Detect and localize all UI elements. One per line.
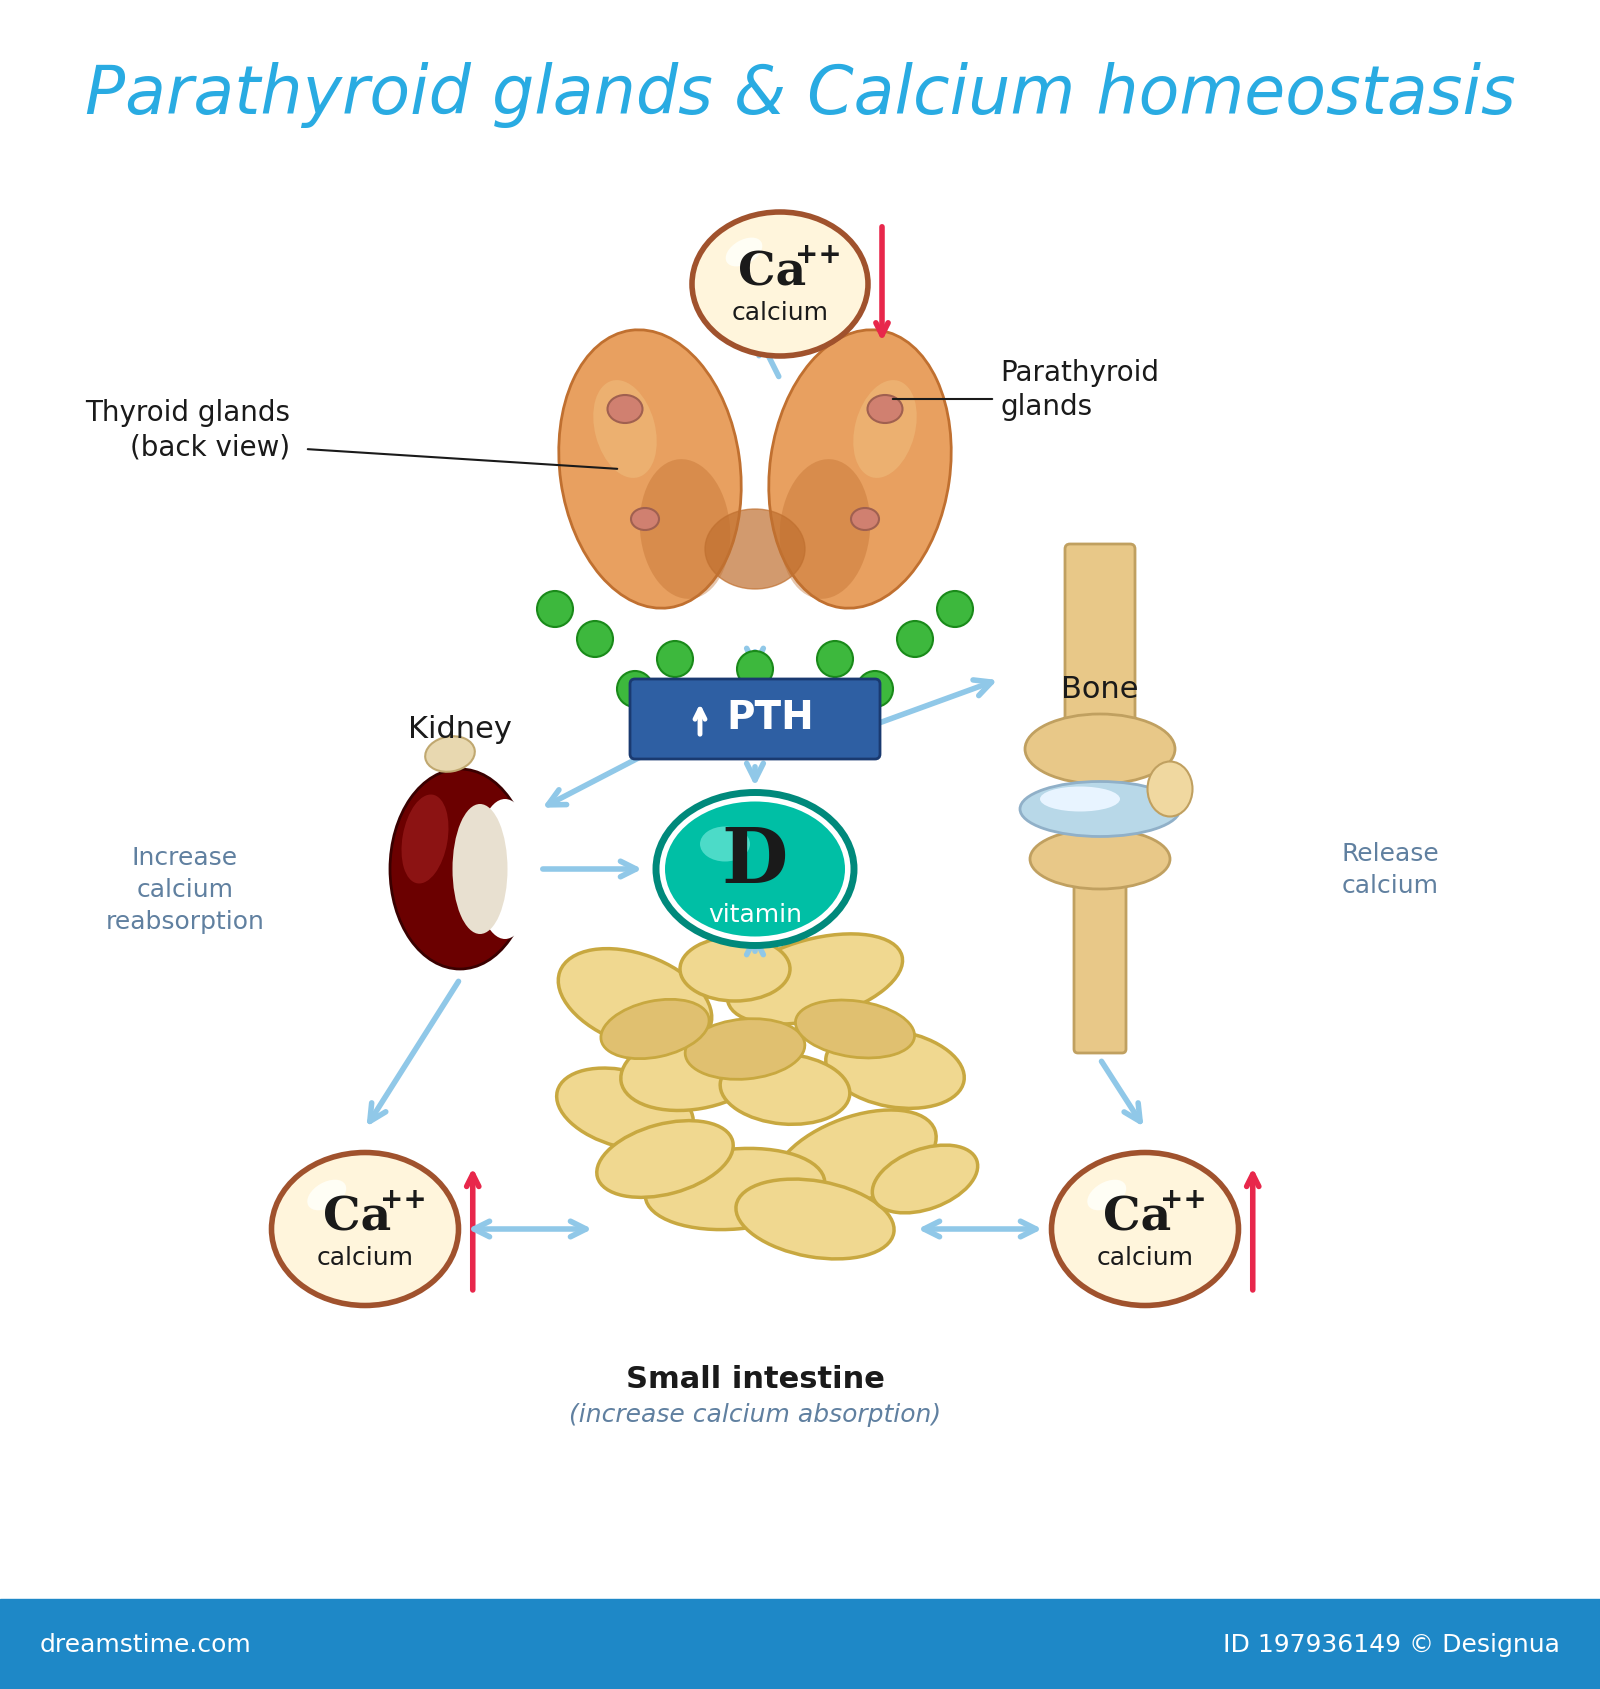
Circle shape [658,642,693,677]
Text: dreamstime.com: dreamstime.com [40,1632,251,1655]
Text: Increase
calcium
reabsorption: Increase calcium reabsorption [106,846,264,932]
Ellipse shape [867,395,902,424]
FancyBboxPatch shape [1074,826,1126,1054]
Text: ID 197936149 © Designua: ID 197936149 © Designua [1222,1632,1560,1655]
Ellipse shape [475,799,534,939]
Ellipse shape [706,510,805,589]
Text: Thyroid glands
(back view): Thyroid glands (back view) [85,399,290,461]
Circle shape [618,672,653,708]
Ellipse shape [851,508,878,530]
Ellipse shape [720,1054,850,1125]
Ellipse shape [645,1149,824,1230]
Ellipse shape [1021,782,1181,838]
Ellipse shape [594,380,656,478]
Ellipse shape [1040,787,1120,812]
Bar [0,1599,1600,1689]
Text: Bone: Bone [1061,676,1139,704]
Ellipse shape [656,794,854,946]
Ellipse shape [1026,714,1174,784]
Ellipse shape [779,459,870,600]
Ellipse shape [307,1181,346,1211]
Text: Parathyroid glands & Calcium homeostasis: Parathyroid glands & Calcium homeostasis [85,62,1515,128]
Text: Ca: Ca [323,1194,390,1240]
Ellipse shape [726,238,762,267]
Ellipse shape [558,331,741,608]
Ellipse shape [736,1179,894,1260]
Ellipse shape [608,395,643,424]
Text: Kidney: Kidney [408,714,512,745]
Text: D: D [722,824,789,899]
Ellipse shape [853,380,917,478]
Ellipse shape [872,1145,978,1213]
Text: calcium: calcium [317,1245,413,1268]
Ellipse shape [701,828,750,861]
Ellipse shape [453,804,507,934]
Ellipse shape [768,331,952,608]
Text: Ca: Ca [1102,1194,1171,1240]
Ellipse shape [1030,829,1170,890]
Ellipse shape [774,1110,936,1208]
Ellipse shape [426,736,475,772]
Ellipse shape [680,937,790,1002]
Ellipse shape [1147,762,1192,817]
Ellipse shape [795,1000,915,1059]
Circle shape [938,591,973,628]
Ellipse shape [402,796,448,883]
Text: ++: ++ [379,1186,426,1213]
Text: Release
calcium: Release calcium [1341,841,1438,897]
Ellipse shape [1088,1181,1126,1211]
Circle shape [858,672,893,708]
Ellipse shape [640,459,730,600]
Circle shape [818,642,853,677]
Ellipse shape [558,949,712,1051]
Ellipse shape [557,1069,693,1150]
Circle shape [738,652,773,687]
Ellipse shape [602,1000,709,1059]
Text: Ca: Ca [738,250,806,296]
Ellipse shape [390,770,530,969]
Circle shape [578,622,613,657]
Circle shape [538,591,573,628]
Ellipse shape [272,1154,459,1306]
Text: vitamin: vitamin [707,902,802,927]
FancyBboxPatch shape [630,679,880,760]
Text: Small intestine: Small intestine [626,1365,885,1393]
Ellipse shape [728,934,902,1025]
Ellipse shape [691,213,867,356]
Text: PTH: PTH [726,699,814,736]
Ellipse shape [826,1030,965,1108]
FancyBboxPatch shape [1066,544,1134,755]
Text: ++: ++ [795,242,842,269]
Ellipse shape [1051,1154,1238,1306]
Ellipse shape [630,508,659,530]
Ellipse shape [597,1121,733,1198]
Text: Parathyroid
glands: Parathyroid glands [1000,358,1158,421]
Text: calcium: calcium [731,301,829,324]
Ellipse shape [685,1018,805,1079]
Text: ++: ++ [1160,1186,1206,1213]
Text: calcium: calcium [1096,1245,1194,1268]
Ellipse shape [666,802,845,937]
Ellipse shape [621,1029,770,1111]
Text: (increase calcium absorption): (increase calcium absorption) [570,1402,941,1426]
Circle shape [898,622,933,657]
